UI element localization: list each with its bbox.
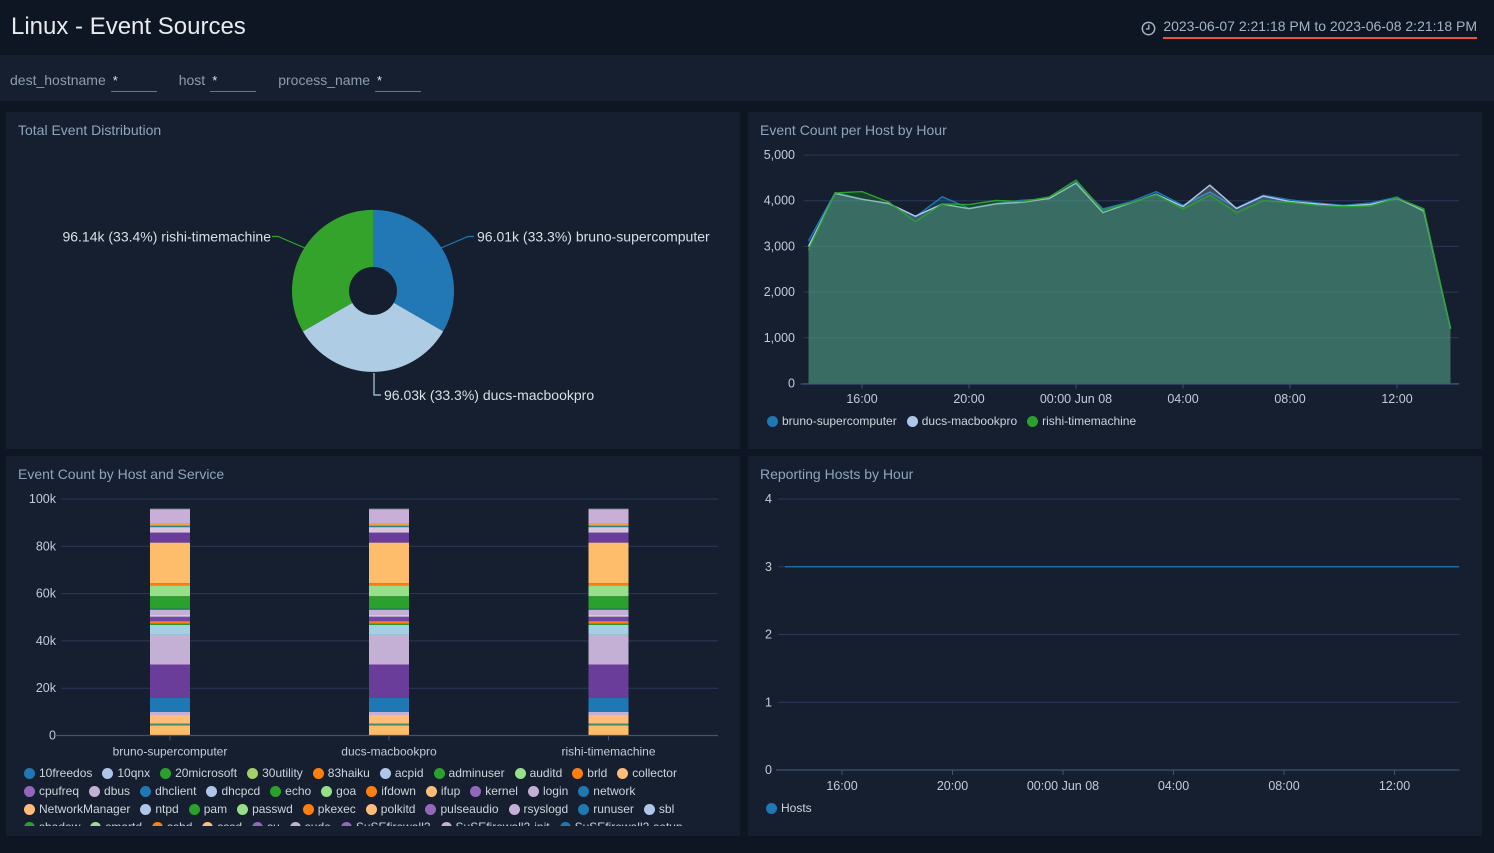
svg-text:3,000: 3,000 <box>764 239 795 253</box>
svg-text:3: 3 <box>765 560 772 574</box>
svg-text:08:00: 08:00 <box>1268 779 1299 793</box>
svg-text:5,000: 5,000 <box>764 148 795 162</box>
svg-text:bruno-supercomputer: bruno-supercomputer <box>113 745 228 759</box>
svg-text:96.03k (33.3%) ducs-macbookpro: 96.03k (33.3%) ducs-macbookpro <box>384 387 594 403</box>
svg-text:20:00: 20:00 <box>937 779 968 793</box>
svg-text:2: 2 <box>765 628 772 642</box>
svg-text:04:00: 04:00 <box>1167 392 1198 406</box>
svg-text:16:00: 16:00 <box>826 779 857 793</box>
svg-text:4,000: 4,000 <box>764 194 795 208</box>
svg-text:04:00: 04:00 <box>1158 779 1189 793</box>
svg-text:60k: 60k <box>36 587 57 601</box>
svg-text:rishi-timemachine: rishi-timemachine <box>561 745 655 759</box>
svg-text:20:00: 20:00 <box>953 392 984 406</box>
svg-text:96.14k (33.4%) rishi-timemachi: 96.14k (33.4%) rishi-timemachine <box>62 229 271 245</box>
svg-text:1,000: 1,000 <box>764 331 795 345</box>
svg-text:100k: 100k <box>29 492 57 506</box>
svg-text:2,000: 2,000 <box>764 285 795 299</box>
svg-text:96.01k (33.3%) bruno-supercomp: 96.01k (33.3%) bruno-supercomputer <box>477 229 710 245</box>
svg-text:16:00: 16:00 <box>846 392 877 406</box>
svg-text:0: 0 <box>788 377 795 391</box>
svg-text:0: 0 <box>49 729 56 743</box>
svg-text:1: 1 <box>765 695 772 709</box>
svg-text:40k: 40k <box>36 634 57 648</box>
svg-text:80k: 80k <box>36 539 57 553</box>
svg-text:4: 4 <box>765 492 772 506</box>
svg-text:12:00: 12:00 <box>1379 779 1410 793</box>
svg-text:12:00: 12:00 <box>1381 392 1412 406</box>
svg-text:ducs-macbookpro: ducs-macbookpro <box>341 745 437 759</box>
svg-text:20k: 20k <box>36 681 57 695</box>
svg-text:00:00 Jun 08: 00:00 Jun 08 <box>1040 392 1112 406</box>
svg-text:08:00: 08:00 <box>1274 392 1305 406</box>
svg-text:00:00 Jun 08: 00:00 Jun 08 <box>1027 779 1099 793</box>
svg-text:0: 0 <box>765 763 772 777</box>
